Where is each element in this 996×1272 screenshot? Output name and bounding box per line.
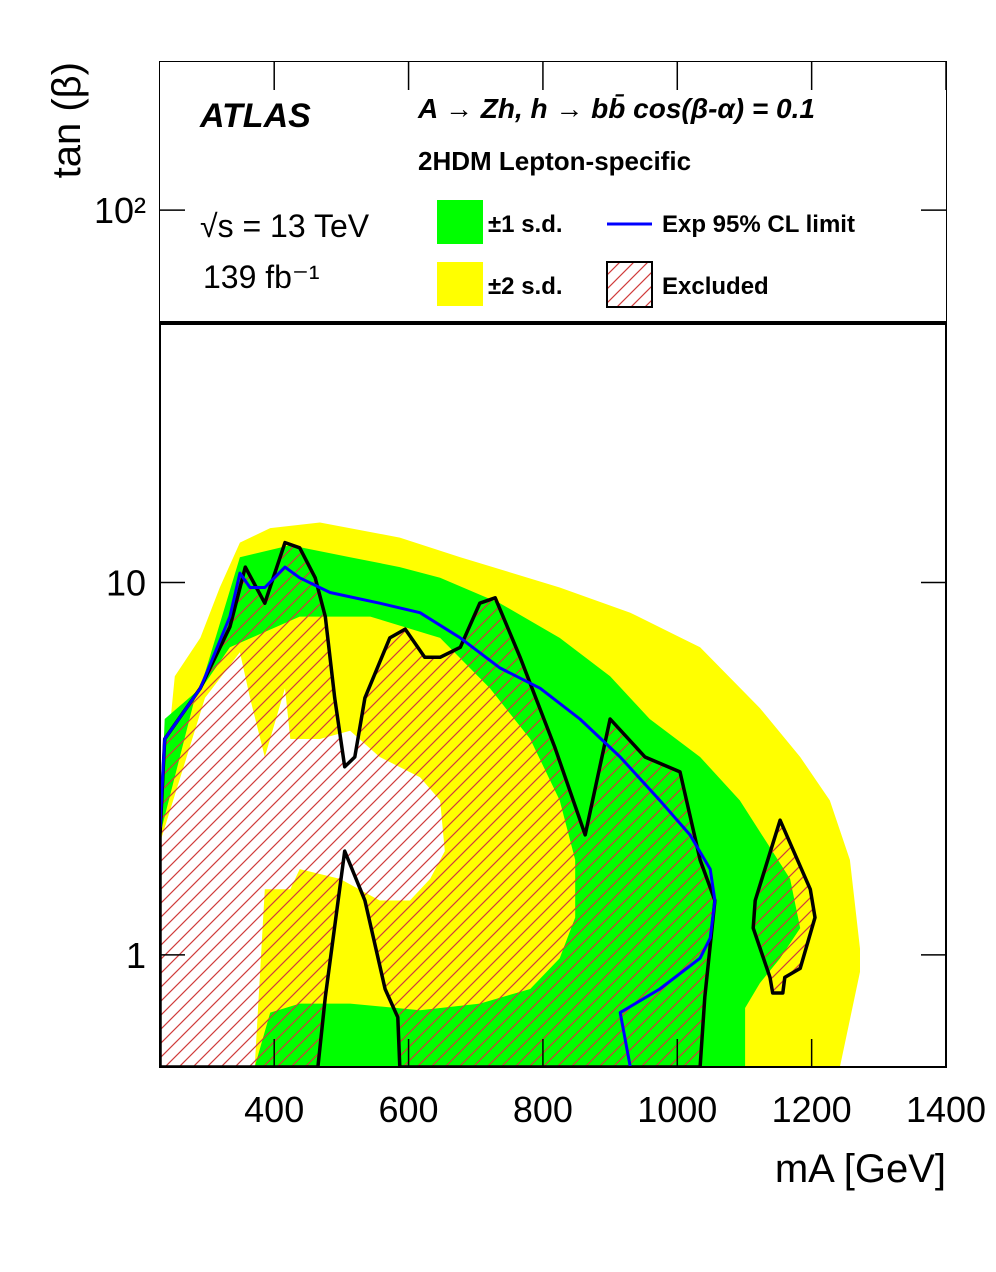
x-tick-label: 1200 [772,1089,852,1130]
legend-label: ±2 s.d. [488,273,563,300]
luminosity-label: 139 fb⁻¹ [203,259,320,295]
y-tick-label: 1 [126,935,146,976]
y-tick-label: 10² [94,190,146,231]
experiment-label: ATLAS [199,97,311,135]
x-tick-label: 800 [513,1089,573,1130]
expected-limit-line [160,565,717,1067]
legend-swatch [437,262,483,306]
x-tick-label: 1000 [637,1089,717,1130]
legend-swatch [437,200,483,244]
plot-area [160,522,860,1067]
x-axis-label: mA [GeV] [775,1147,946,1191]
excluded-region [751,818,817,995]
x-tick-label: 400 [244,1089,304,1130]
legend-swatch [606,261,653,308]
energy-label: √s = 13 TeV [200,208,370,244]
x-tick-label: 1400 [906,1089,986,1130]
y-axis-label: tan (β) [45,62,89,178]
model-label: 2HDM Lepton-specific [418,146,691,176]
y-tick-label: 10 [106,563,146,604]
legend-label: ±1 s.d. [488,211,563,238]
legend-area [160,62,946,323]
x-tick-label: 600 [379,1089,439,1130]
legend-label: Exp 95% CL limit [662,211,855,238]
process-label: A → Zh, h → bb̄ cos(β-α) = 0.1 [417,93,815,124]
legend-label: Excluded [662,273,769,300]
excluded-region [160,540,717,1067]
